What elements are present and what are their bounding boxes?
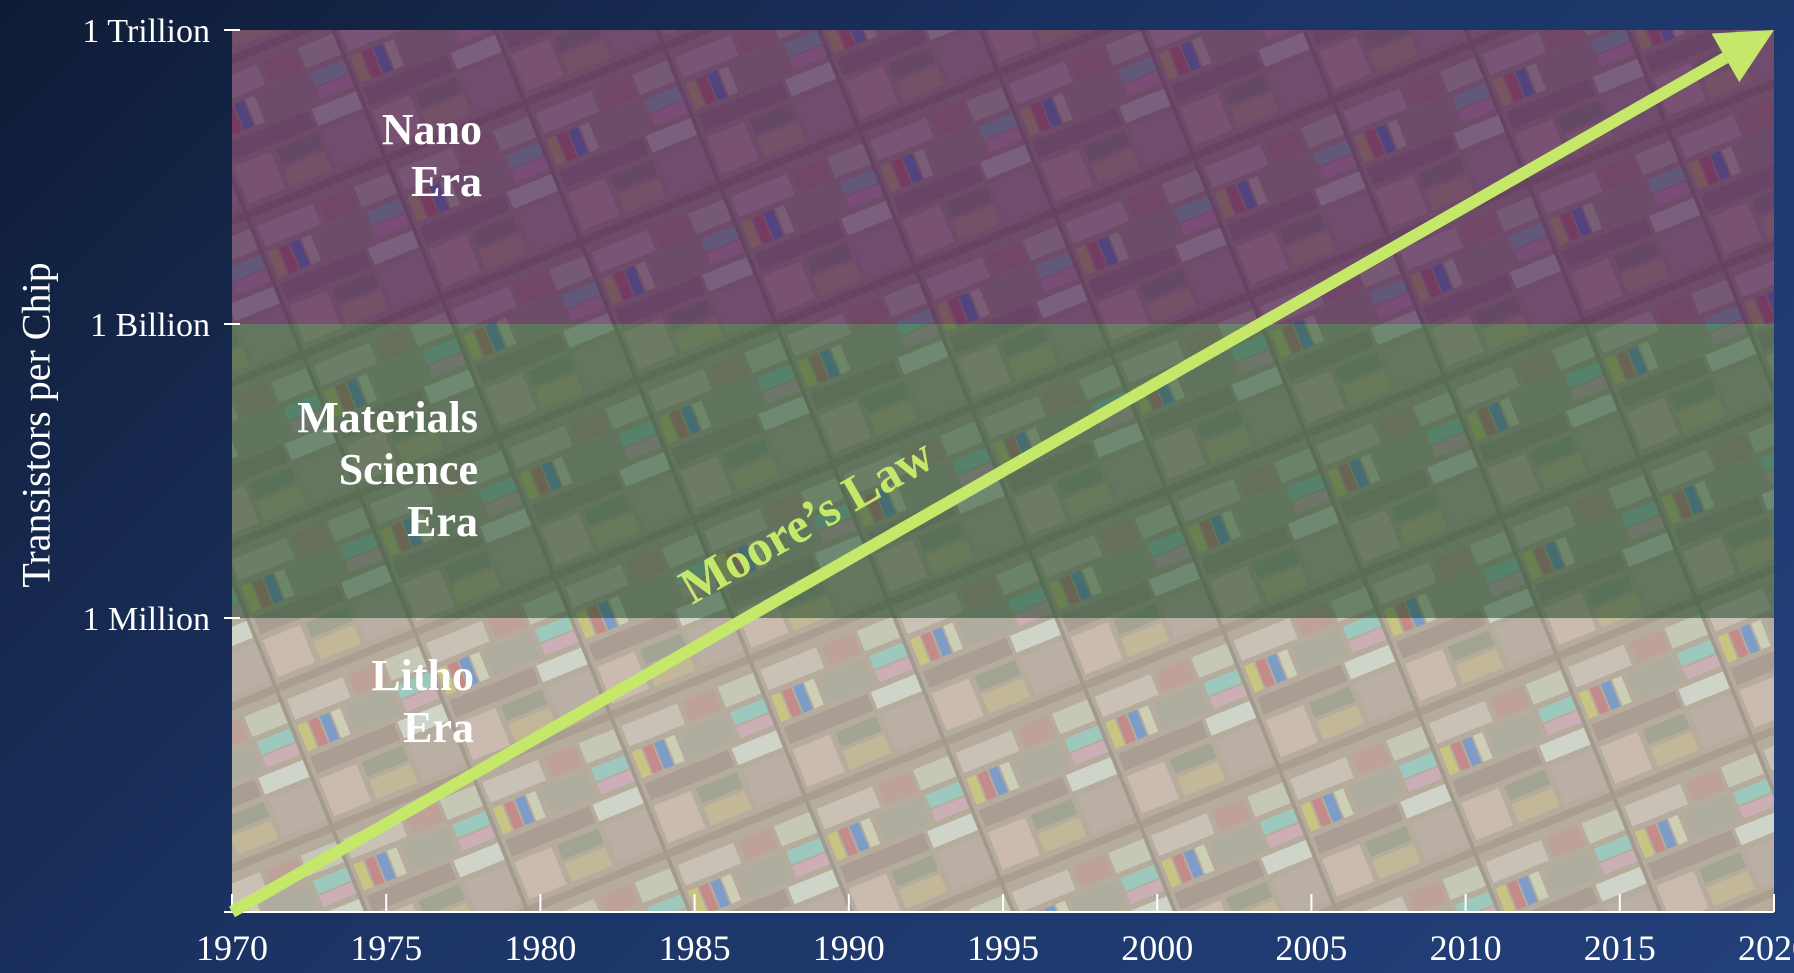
- region-label-materials-science: Materials Science Era: [297, 392, 478, 548]
- series-line: [229, 52, 1729, 918]
- region-label-nano: Nano Era: [382, 104, 482, 208]
- x-tick-label: 2020: [1738, 928, 1794, 968]
- x-tick-label: 1995: [967, 928, 1039, 968]
- region-label-line: Era: [411, 157, 482, 206]
- x-tick-label: 2010: [1430, 928, 1502, 968]
- x-tick-label: 1985: [659, 928, 731, 968]
- axes: 1970 1975 1980 1985 1990 1995 2000 2005 2010 2015…: [82, 13, 1794, 968]
- x-tick-label: 2015: [1584, 928, 1656, 968]
- x-tick-label: 1990: [813, 928, 885, 968]
- region-label-line: Science: [338, 445, 478, 494]
- x-tick-label: 1980: [504, 928, 576, 968]
- region-label-line: Materials: [297, 393, 478, 442]
- y-axis-label: Transistors per Chip: [13, 262, 59, 588]
- x-tick-label: 2005: [1275, 928, 1347, 968]
- era-regions: [232, 30, 1774, 912]
- series-arrowhead: [1711, 30, 1774, 83]
- region-label-line: Era: [403, 703, 474, 752]
- x-tick-label: 2000: [1121, 928, 1193, 968]
- y-tick-label: 1 Billion: [90, 307, 210, 344]
- y-tick-label: 1 Trillion: [82, 13, 210, 50]
- region-label-litho: Litho Era: [371, 650, 474, 754]
- y-tick-label: 1 Million: [82, 601, 210, 638]
- region-label-line: Nano: [381, 105, 482, 154]
- x-tick-label: 1975: [350, 928, 422, 968]
- x-tick-label: 1970: [196, 928, 268, 968]
- region-label-line: Era: [407, 497, 478, 546]
- region-label-line: Litho: [371, 651, 474, 700]
